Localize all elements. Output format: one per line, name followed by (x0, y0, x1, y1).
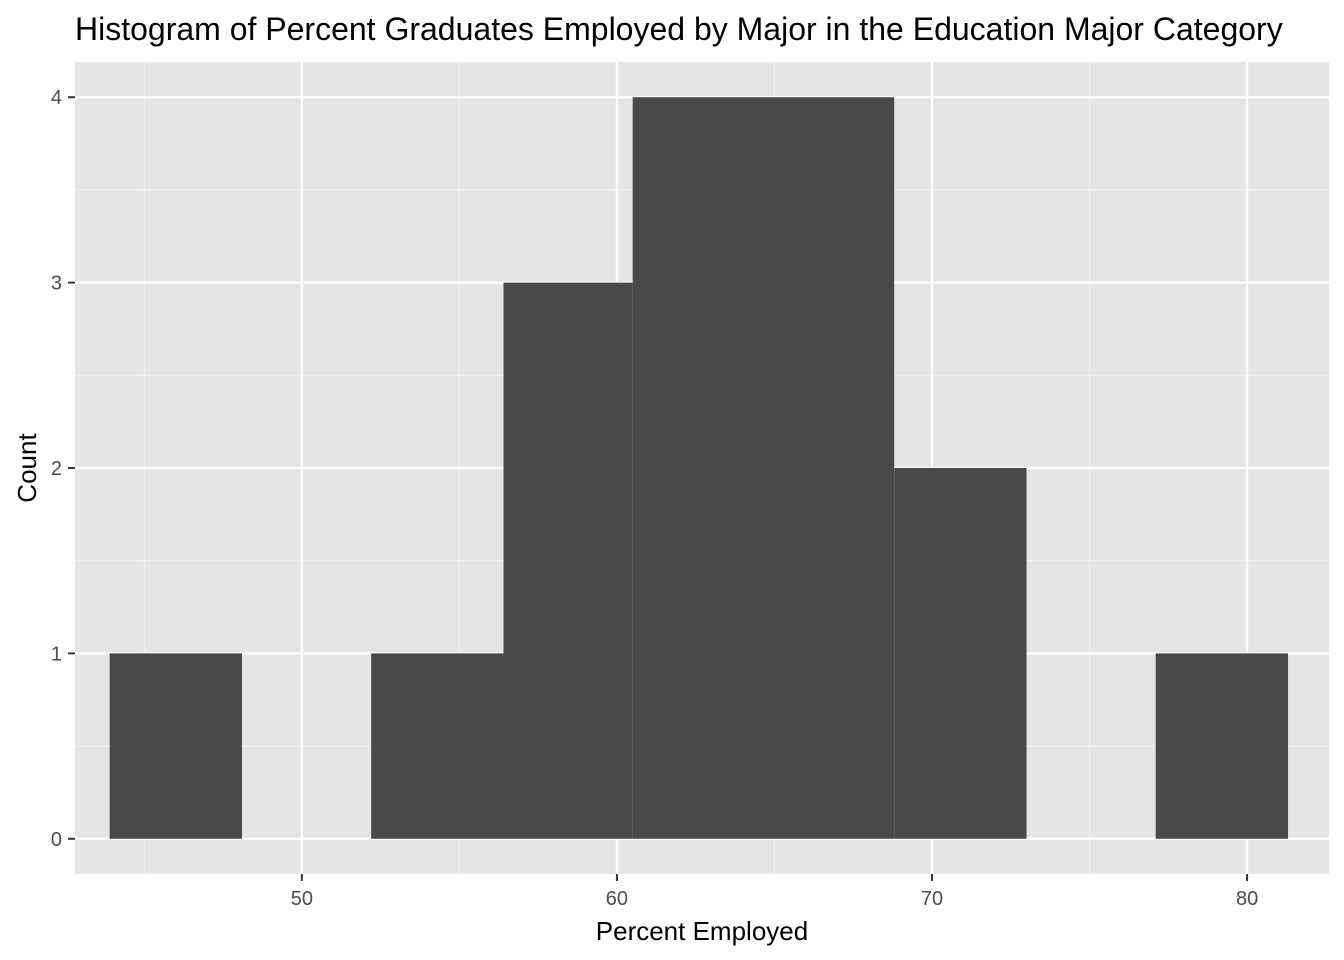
histogram-bar (765, 97, 895, 839)
y-tick-label: 3 (51, 273, 62, 295)
x-tick-label: 70 (921, 888, 943, 910)
y-axis-title: Count (12, 433, 42, 503)
x-axis-title: Percent Employed (596, 916, 808, 946)
chart-title: Histogram of Percent Graduates Employed … (75, 11, 1283, 47)
y-tick-label: 1 (51, 643, 62, 665)
y-tick-label: 2 (51, 458, 62, 480)
x-axis: 50 60 70 80 (291, 874, 1258, 910)
y-tick-label: 4 (51, 87, 62, 109)
y-tick-label: 0 (51, 829, 62, 851)
histogram-bar (109, 653, 242, 839)
y-axis: 0 1 2 3 4 (51, 87, 75, 851)
histogram-bar (894, 468, 1027, 839)
histogram-bar (371, 653, 504, 839)
x-tick-label: 50 (291, 888, 313, 910)
x-tick-label: 80 (1236, 888, 1258, 910)
x-tick-label: 60 (606, 888, 628, 910)
histogram-bar (1155, 653, 1289, 839)
histogram-bars (109, 97, 1289, 839)
histogram-bar (632, 97, 766, 839)
histogram-bar (503, 282, 633, 839)
